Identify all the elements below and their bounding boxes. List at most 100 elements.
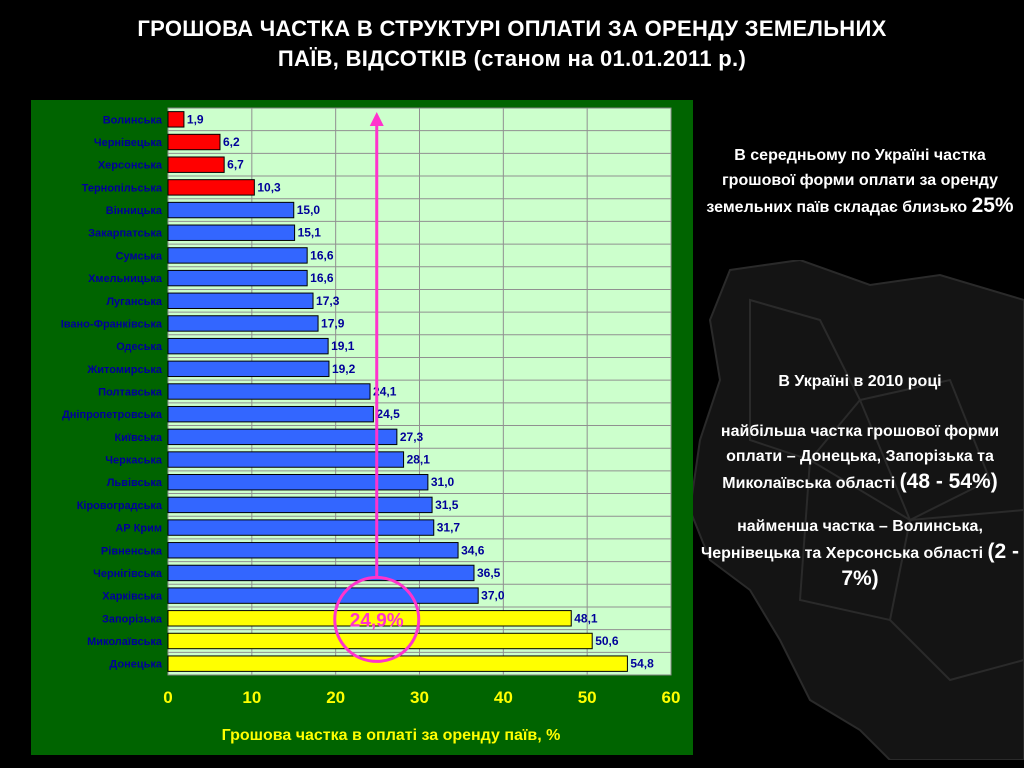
value-label: 54,8 [630,657,654,671]
note-2010: В Україні в 2010 році найбільша частка г… [700,369,1020,593]
value-label: 17,9 [321,316,345,330]
value-label: 10,3 [257,180,281,194]
value-label: 17,3 [316,294,340,308]
page-title: ГРОШОВА ЧАСТКА В СТРУКТУРІ ОПЛАТИ ЗА ОРЕ… [20,14,1004,74]
value-label: 24,1 [373,385,397,399]
bar [167,587,479,604]
bar [167,360,330,378]
average-circle [333,575,421,663]
value-label: 28,1 [407,453,431,467]
category-label: Хмельницька [88,273,163,285]
category-label: Закарпатська [88,228,163,240]
value-label: 24,5 [376,407,400,421]
bar [167,496,433,514]
value-label: 48,1 [574,611,598,625]
bar [167,519,435,536]
bar [167,292,314,309]
category-label: Миколаївська [87,636,163,648]
value-label: 31,5 [435,498,459,512]
title-line-1: ГРОШОВА ЧАСТКА В СТРУКТУРІ ОПЛАТИ ЗА ОРЕ… [137,16,887,41]
chart-panel: Волинська Чернівецька Херсонська Тернопільс… [31,100,693,755]
value-label: 6,7 [227,158,244,172]
category-label: Львівська [107,477,163,489]
category-label: Рівненська [101,545,163,557]
value-label: 50,6 [595,634,619,648]
value-label: 15,0 [297,203,321,217]
bar [167,655,628,672]
note-2010-largest-value: (48 - 54%) [899,470,998,493]
category-label: Житомирська [86,364,163,376]
x-tick-label: 10 [242,688,261,707]
value-labels: 1,9 6,2 6,7 10,3 15,0 15,1 16,6 16,6 17,3 17,9 19,… [187,112,654,670]
category-label: Херсонська [98,160,163,172]
bar-chart: Волинська Чернівецька Херсонська Тернопільс… [61,107,680,744]
category-label: Київська [114,432,162,444]
bar [167,383,371,400]
note-average: В середньому по Україні частка грошової … [702,143,1018,220]
category-label: Полтавська [98,387,163,399]
ukraine-map-background [690,260,1024,760]
category-label: Івано-Франківська [61,318,163,330]
bar [167,179,255,196]
value-label: 36,5 [477,566,501,580]
category-label: Дніпропетровська [62,409,163,421]
bar [167,564,475,582]
note-2010-smallest-value: (2 - 7%) [841,540,1019,590]
category-label: Вінницька [106,205,163,217]
average-label: 24,9% [350,610,404,631]
category-label: Чернівецька [94,137,163,149]
x-tick-labels: 0 10 20 30 40 50 60 [163,688,680,707]
bar [167,133,221,151]
bar [167,315,319,332]
x-tick-label: 30 [410,688,429,707]
value-label: 1,9 [187,112,204,126]
category-label: Чернігівська [93,568,163,580]
category-label: Тернопільська [82,182,163,194]
x-tick-label: 60 [662,688,681,707]
x-tick-label: 40 [494,688,513,707]
x-axis-label: Грошова частка в оплаті за оренду паїв, … [222,727,561,744]
category-label: АР Крим [115,523,162,535]
category-label: Одеська [116,341,163,353]
category-label: Луганська [106,296,163,308]
bar [167,451,405,468]
bar [167,269,308,287]
value-label: 31,0 [431,475,455,489]
bar [167,428,398,446]
value-label: 16,6 [310,248,334,262]
category-label: Донецька [109,659,162,671]
value-label: 31,7 [437,521,461,535]
category-label: Черкаська [105,455,163,467]
bars [167,111,628,672]
category-labels: Волинська Чернівецька Херсонська Тернопільс… [61,114,163,670]
bar [167,247,308,264]
value-label: 19,2 [332,362,356,376]
note-average-value: 25% [971,194,1014,217]
note-average-text: В середньому по Україні частка грошової … [706,147,998,216]
average-arrow-head [369,112,384,126]
bar [167,224,296,241]
category-label: Волинська [103,114,163,126]
bar [167,201,295,219]
title-line-2: ПАЇВ, ВІДСОТКІВ (станом на 01.01.2011 р.… [277,46,747,71]
bar [167,632,593,650]
note-2010-largest-text: найбільша частка грошової форми оплати –… [720,423,1000,492]
gridlines [167,108,672,675]
value-label: 37,0 [481,589,505,603]
value-label: 27,3 [400,430,424,444]
note-2010-smallest-text: найменша частка – Волинська, Чернівецька… [701,518,984,562]
x-tick-label: 0 [163,688,172,707]
bar [167,111,185,128]
bar [167,156,225,173]
bar [167,337,329,355]
x-tick-label: 20 [326,688,345,707]
bar [167,474,429,491]
x-tick-label: 50 [578,688,597,707]
category-label: Харківська [102,591,163,603]
value-label: 15,1 [298,226,322,240]
category-label: Сумська [116,250,163,262]
bar [167,542,459,559]
value-label: 34,6 [461,543,485,557]
value-label: 16,6 [310,271,334,285]
bar [167,405,374,423]
